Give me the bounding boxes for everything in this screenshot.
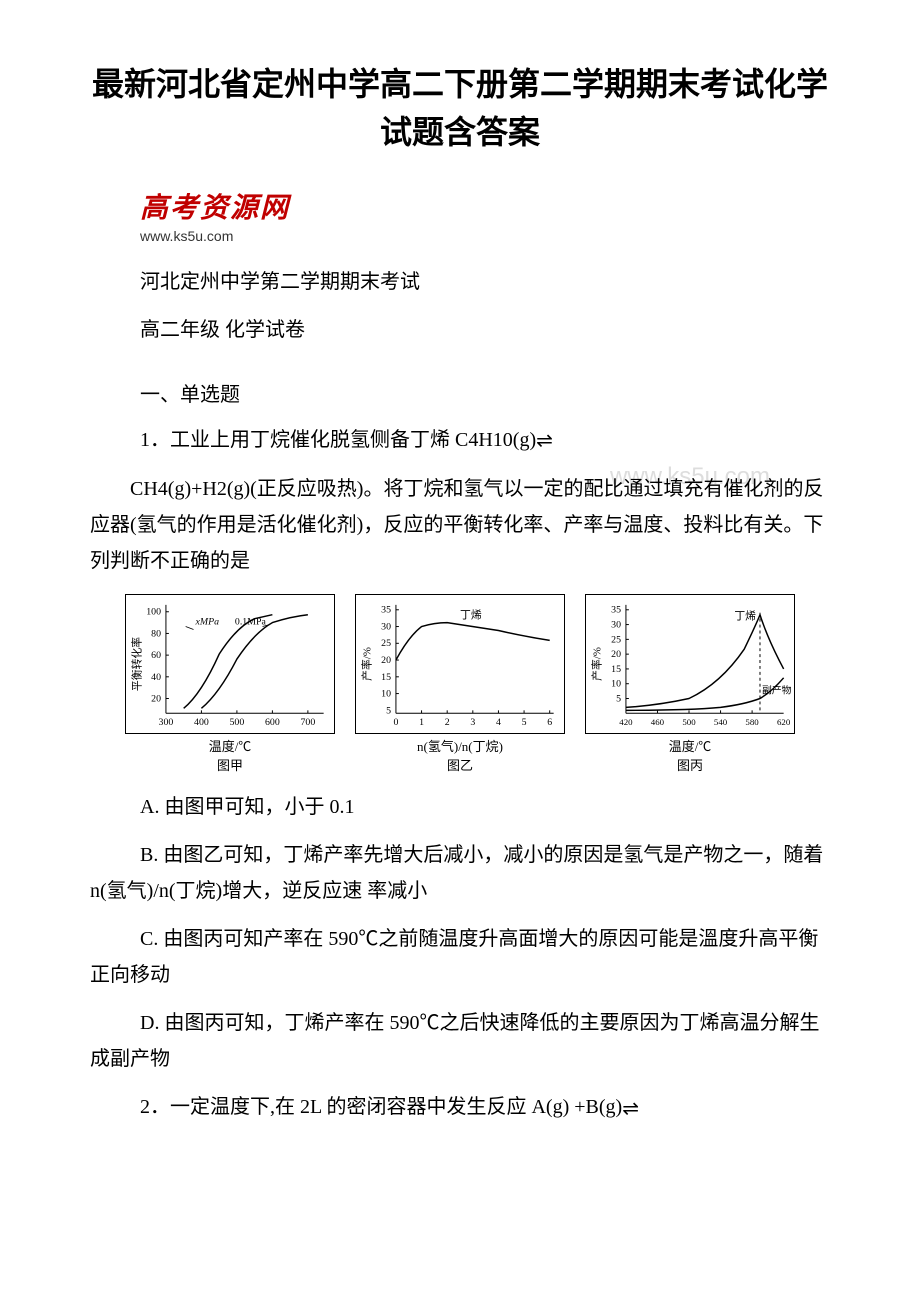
svg-text:500: 500 [682, 718, 696, 728]
svg-text:40: 40 [151, 672, 161, 683]
svg-text:1: 1 [419, 718, 424, 729]
chart-jia-svg: 100 80 60 40 20 300 400 500 600 700 平衡转化… [125, 594, 335, 734]
svg-text:400: 400 [194, 718, 209, 729]
svg-text:460: 460 [651, 718, 665, 728]
q1-stem-text: 1．工业上用丁烷催化脱氢侧备丁烯 C4H10(g) [140, 429, 536, 451]
svg-text:300: 300 [159, 718, 174, 729]
svg-text:620: 620 [777, 718, 791, 728]
chart-yi-title: 图乙 [447, 755, 473, 774]
q1-stem-line1: 1．工业上用丁烷催化脱氢侧备丁烯 C4H10(g) [140, 422, 830, 459]
chart-bing-svg: 35 30 25 20 15 10 5 420 460 500 540 580 … [585, 594, 795, 734]
chart-yi-svg: 35 30 25 20 15 10 5 0 1 2 3 4 5 6 [355, 594, 565, 734]
svg-text:10: 10 [611, 679, 621, 690]
equilibrium-icon-2 [622, 1091, 650, 1127]
logo-url-text: www.ks5u.com [140, 228, 830, 244]
chart-yi-block: 35 30 25 20 15 10 5 0 1 2 3 4 5 6 [355, 594, 565, 774]
svg-text:60: 60 [151, 650, 161, 661]
svg-text:4: 4 [496, 718, 501, 729]
svg-text:平衡转化率: 平衡转化率 [129, 637, 143, 691]
equilibrium-icon [536, 423, 564, 459]
chart-bing-title: 图丙 [677, 755, 703, 774]
svg-text:副产物: 副产物 [762, 684, 792, 697]
svg-text:80: 80 [151, 629, 161, 640]
svg-text:25: 25 [611, 635, 621, 646]
q1-option-c: C. 由图丙可知产率在 590℃之前随温度升高面增大的原因可能是溫度升高平衡正向… [90, 921, 830, 993]
svg-text:35: 35 [611, 605, 621, 616]
svg-text:5: 5 [386, 706, 391, 717]
q1-option-b: B. 由图乙可知，丁烯产率先增大后减小，减小的原因是氢气是产物之一，随着 n(氢… [90, 837, 830, 909]
q1-continuation-wrap: CH4(g)+H2(g)(正反应吸热)。将丁烷和氢气以一定的配比通过填充有催化剂… [90, 471, 830, 579]
svg-text:420: 420 [619, 718, 633, 728]
q2-stem: 2．一定温度下,在 2L 的密闭容器中发生反应 A(g) +B(g) [140, 1089, 830, 1126]
svg-text:20: 20 [381, 655, 391, 666]
svg-text:10: 10 [381, 689, 391, 700]
section-heading: 一、单选题 [140, 378, 830, 407]
svg-text:3: 3 [470, 718, 475, 729]
svg-text:20: 20 [611, 650, 621, 661]
svg-text:35: 35 [381, 605, 391, 616]
svg-text:产率/%: 产率/% [359, 648, 373, 682]
svg-text:丁烯: 丁烯 [734, 610, 756, 623]
svg-text:30: 30 [611, 620, 621, 631]
svg-text:6: 6 [547, 718, 552, 729]
svg-text:丁烯: 丁烯 [460, 609, 482, 622]
q1-option-d: D. 由图丙可知，丁烯产率在 590℃之后快速降低的主要原因为丁烯高温分解生成副… [90, 1005, 830, 1077]
svg-text:30: 30 [381, 622, 391, 633]
svg-text:0.1MPa: 0.1MPa [235, 617, 267, 628]
chart-jia-xlabel: 温度/℃ [209, 736, 252, 755]
logo-block: 高考资源网 www.ks5u.com [140, 186, 830, 244]
logo-chinese-text: 高考资源网 [140, 186, 830, 226]
meta-grade-line: 高二年级 化学试卷 [140, 312, 830, 348]
q2-stem-text: 2．一定温度下,在 2L 的密闭容器中发生反应 A(g) +B(g) [140, 1096, 622, 1118]
chart-bing-caption: 温度/℃ 图丙 [669, 736, 712, 774]
svg-text:5: 5 [522, 718, 527, 729]
svg-text:15: 15 [381, 672, 391, 683]
svg-text:0: 0 [393, 718, 398, 729]
chart-jia-block: 100 80 60 40 20 300 400 500 600 700 平衡转化… [125, 594, 335, 774]
chart-bing-block: 35 30 25 20 15 10 5 420 460 500 540 580 … [585, 594, 795, 774]
chart-yi-caption: n(氢气)/n(丁烷) 图乙 [417, 736, 503, 774]
q1-continuation: CH4(g)+H2(g)(正反应吸热)。将丁烷和氢气以一定的配比通过填充有催化剂… [90, 471, 830, 579]
meta-school-line: 河北定州中学第二学期期末考试 [140, 264, 830, 300]
chart-yi-xlabel: n(氢气)/n(丁烷) [417, 736, 503, 755]
svg-text:产率/%: 产率/% [589, 648, 603, 682]
charts-row: 100 80 60 40 20 300 400 500 600 700 平衡转化… [90, 594, 830, 774]
svg-text:580: 580 [745, 718, 759, 728]
svg-text:2: 2 [445, 718, 450, 729]
svg-text:600: 600 [265, 718, 280, 729]
chart-jia-title: 图甲 [217, 755, 243, 774]
chart-jia-caption: 温度/℃ 图甲 [209, 736, 252, 774]
document-title: 最新河北省定州中学高二下册第二学期期末考试化学试题含答案 [90, 60, 830, 156]
svg-text:100: 100 [146, 607, 161, 618]
svg-text:500: 500 [230, 718, 245, 729]
svg-text:xMPa: xMPa [195, 617, 220, 628]
svg-text:25: 25 [381, 639, 391, 650]
svg-text:540: 540 [714, 718, 728, 728]
q1-option-a: A. 由图甲可知，小于 0.1 [140, 789, 830, 825]
svg-text:700: 700 [300, 718, 315, 729]
svg-text:5: 5 [616, 694, 621, 705]
chart-bing-xlabel: 温度/℃ [669, 736, 712, 755]
svg-text:20: 20 [151, 694, 161, 705]
svg-text:15: 15 [611, 664, 621, 675]
